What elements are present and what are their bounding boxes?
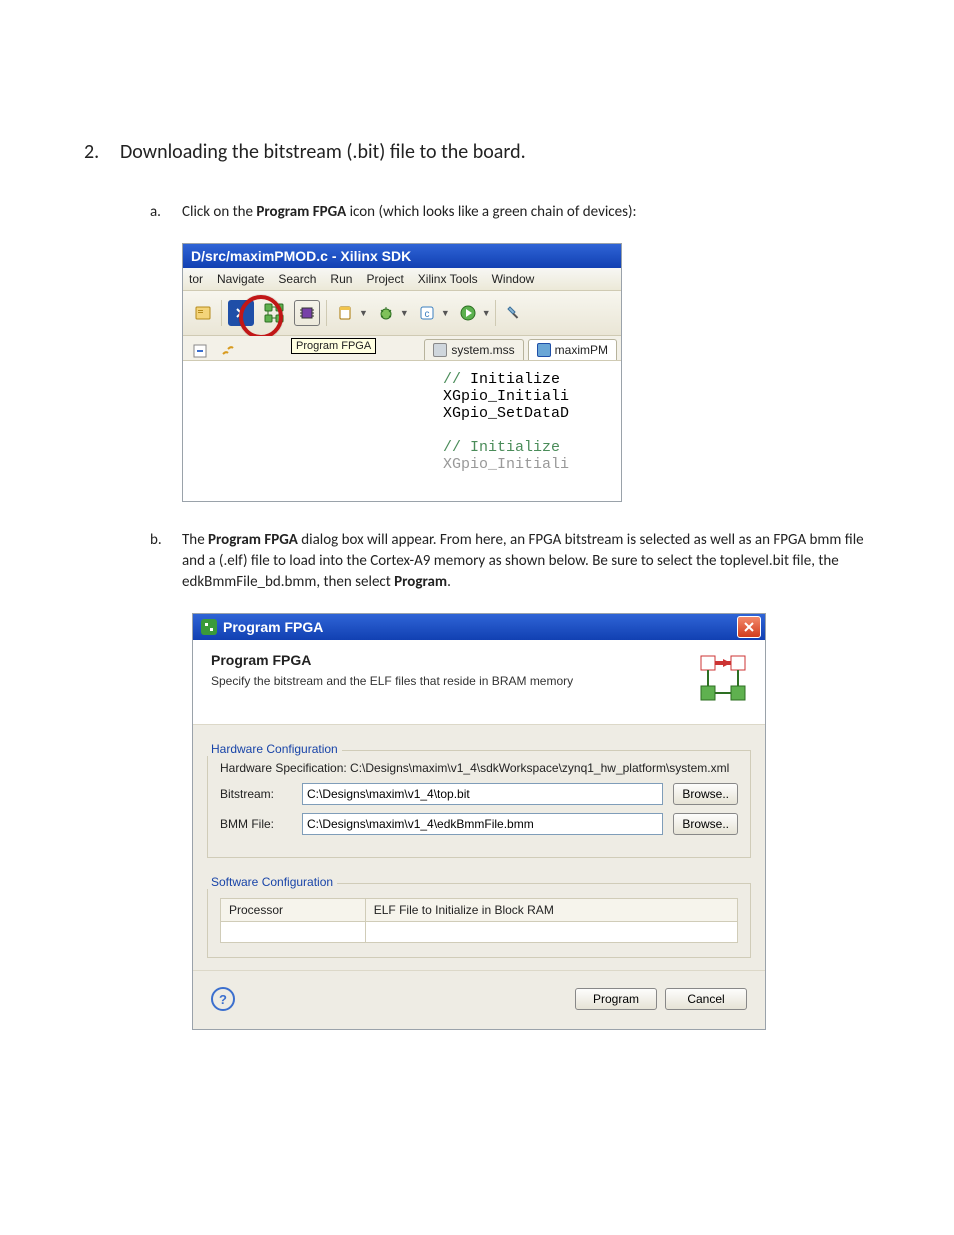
table-header-row: Processor ELF File to Initialize in Bloc… [221, 899, 738, 922]
menu-item[interactable]: tor [189, 272, 203, 286]
window-title: D/src/maximPMOD.c - Xilinx SDK [191, 248, 411, 264]
dialog-footer: ? Program Cancel [193, 970, 765, 1029]
program-fpga-tooltip: Program FPGA [291, 338, 376, 354]
file-icon [433, 343, 447, 357]
editor-tabs: Program FPGA system.mss maximPM [183, 336, 621, 361]
col-processor: Processor [221, 899, 366, 922]
bmm-row: BMM File: Browse.. [220, 813, 738, 835]
tab-label: maximPM [555, 343, 608, 357]
toolbar-separator [326, 300, 327, 326]
bmm-input[interactable] [302, 813, 663, 835]
dropdown-caret-icon[interactable]: ▼ [359, 308, 368, 319]
numbered-step-2: 2. Downloading the bitstream (.bit) file… [84, 140, 870, 164]
browse-button[interactable]: Browse.. [673, 783, 738, 805]
editor-tab-system-mss[interactable]: system.mss [424, 339, 523, 360]
software-config-group: Software Configuration Processor ELF Fil… [207, 872, 751, 958]
bitstream-row: Bitstream: Browse.. [220, 783, 738, 805]
col-elf: ELF File to Initialize in Block RAM [365, 899, 737, 922]
bmm-label: BMM File: [220, 817, 292, 831]
menu-item[interactable]: Search [278, 272, 316, 286]
group-label: Software Configuration [207, 875, 337, 889]
program-button[interactable]: Program [575, 988, 657, 1010]
bitstream-label: Bitstream: [220, 787, 292, 801]
hardware-config-group: Hardware Configuration Hardware Specific… [207, 739, 751, 858]
svg-text:c: c [424, 309, 429, 320]
menu-bar: tor Navigate Search Run Project Xilinx T… [183, 268, 621, 291]
c-build-icon[interactable]: c [415, 301, 439, 325]
browse-button[interactable]: Browse.. [673, 813, 738, 835]
open-perspective-icon[interactable] [191, 301, 215, 325]
step-text: Downloading the bitstream (.bit) file to… [120, 140, 526, 164]
dialog-header: Program FPGA Specify the bitstream and t… [193, 640, 765, 725]
highlight-circle [239, 295, 283, 339]
menu-item[interactable]: Run [330, 272, 352, 286]
search-icon[interactable] [502, 301, 526, 325]
collapse-icon[interactable] [193, 344, 209, 360]
editor-tab-maximpm[interactable]: maximPM [528, 339, 617, 360]
fpga-graphic-icon [695, 652, 751, 708]
toolbar: ▼ ▼ c ▼ ▼ [183, 291, 621, 336]
substep-b: b. The Program FPGA dialog box will appe… [150, 530, 870, 593]
app-icon [201, 619, 217, 635]
menu-item[interactable]: Xilinx Tools [418, 272, 478, 286]
hw-spec-text: Hardware Specification: C:\Designs\maxim… [220, 761, 738, 775]
table-row [221, 922, 738, 943]
cancel-button[interactable]: Cancel [665, 988, 747, 1010]
screenshot-dialog: Program FPGA Program FPGA Specify the bi… [192, 613, 870, 1030]
substep-a-text: Click on the Program FPGA icon (which lo… [182, 202, 637, 223]
c-file-icon [537, 343, 551, 357]
dropdown-caret-icon[interactable]: ▼ [482, 308, 491, 319]
dialog-heading: Program FPGA [211, 652, 685, 668]
dialog-titlebar: Program FPGA [193, 614, 765, 640]
menu-item[interactable]: Navigate [217, 272, 264, 286]
group-label: Hardware Configuration [207, 742, 342, 756]
dialog-subtitle: Specify the bitstream and the ELF files … [211, 674, 685, 688]
tab-label: system.mss [451, 343, 514, 357]
close-button[interactable] [737, 616, 761, 638]
dialog-body: Program FPGA Specify the bitstream and t… [193, 640, 765, 1029]
dialog-title: Program FPGA [223, 619, 323, 635]
code-editor-snippet: // Initialize XGpio_Initiali XGpio_SetDa… [183, 361, 621, 501]
substep-b-text: The Program FPGA dialog box will appear.… [182, 530, 870, 593]
menu-item[interactable]: Project [366, 272, 403, 286]
substep-letter: b. [150, 530, 168, 593]
toolbar-separator [495, 300, 496, 326]
debug-icon[interactable] [374, 301, 398, 325]
link-icon[interactable] [221, 344, 237, 360]
dropdown-caret-icon[interactable]: ▼ [441, 308, 450, 319]
bitstream-input[interactable] [302, 783, 663, 805]
toolbar-separator [221, 300, 222, 326]
program-fpga-dialog: Program FPGA Program FPGA Specify the bi… [192, 613, 766, 1030]
xilinx-sdk-window: D/src/maximPMOD.c - Xilinx SDK tor Navig… [182, 243, 622, 502]
step-number: 2. [84, 140, 106, 164]
document-page: 2. Downloading the bitstream (.bit) file… [0, 0, 954, 1235]
substep-letter: a. [150, 202, 168, 223]
screenshot-toolbar: D/src/maximPMOD.c - Xilinx SDK tor Navig… [182, 243, 870, 502]
software-table: Processor ELF File to Initialize in Bloc… [220, 898, 738, 943]
window-titlebar: D/src/maximPMOD.c - Xilinx SDK [183, 244, 621, 268]
dropdown-caret-icon[interactable]: ▼ [400, 308, 409, 319]
substep-a: a. Click on the Program FPGA icon (which… [150, 202, 870, 223]
run-icon[interactable] [456, 301, 480, 325]
build-icon[interactable] [333, 301, 357, 325]
menu-item[interactable]: Window [492, 272, 535, 286]
help-button[interactable]: ? [211, 987, 235, 1011]
chip-icon[interactable] [294, 300, 320, 326]
